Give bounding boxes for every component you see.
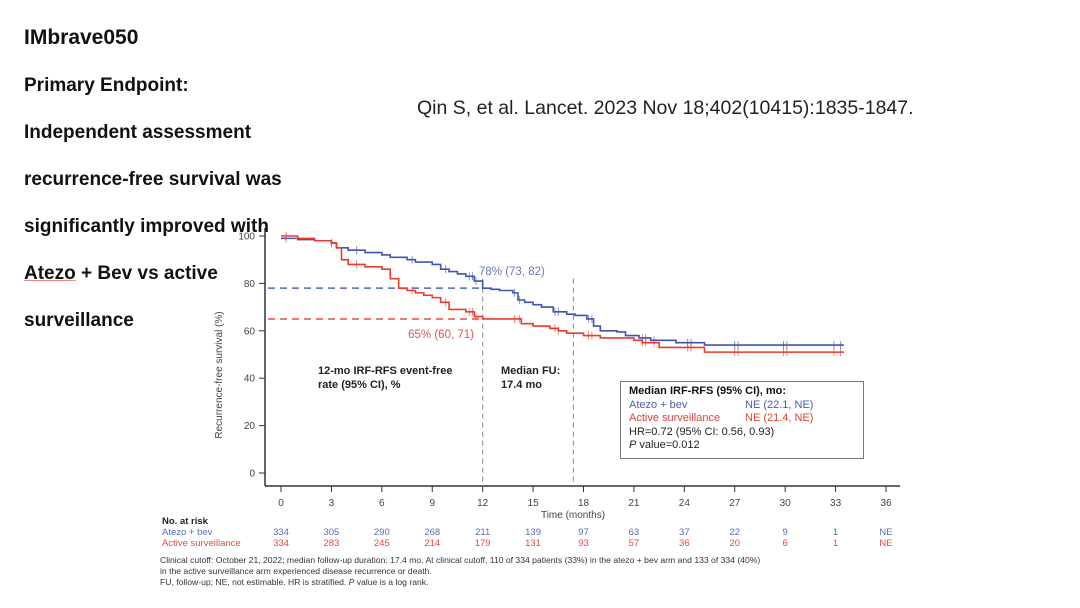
x-tick-label: 21: [628, 498, 640, 509]
x-axis-label: Time (months): [541, 510, 605, 521]
surveillance-curve: [281, 235, 844, 353]
event-free-label: 12-mo IRF-RFS event-free: [318, 365, 452, 377]
at-risk-value: 97: [578, 527, 589, 538]
event-free-label: rate (95% CI), %: [318, 379, 401, 391]
y-tick-label: 20: [244, 421, 256, 432]
footnote-line: Clinical cutoff: October 21, 2022; media…: [160, 555, 761, 565]
legend-row-atezo: Atezo + bev NE (22.1, NE): [629, 399, 863, 413]
x-tick-label: 9: [429, 498, 435, 509]
at-risk-value: 22: [729, 527, 740, 538]
survival-curves: [281, 232, 844, 357]
at-risk-value: 211: [475, 527, 490, 538]
at-risk-row-label: Active surveillance: [162, 538, 241, 549]
y-axis-label: Recurrence-free survival (%): [214, 311, 225, 438]
p-value-text: value=0.012: [636, 439, 700, 451]
at-risk-value: NE: [879, 527, 892, 538]
x-tick-label: 30: [780, 498, 792, 509]
median-rfs-legend: Median IRF-RFS (95% CI), mo: Atezo + bev…: [620, 381, 864, 459]
x-tick-label: 6: [379, 498, 385, 509]
at-risk-value: 57: [629, 538, 640, 549]
legend-value: NE (22.1, NE): [745, 398, 814, 411]
at-risk-row-label: Atezo + bev: [162, 527, 213, 538]
at-risk-value: 63: [629, 527, 640, 538]
at-risk-value: 36: [679, 538, 690, 549]
x-tick-label: 12: [477, 498, 489, 509]
at-risk-value: 334: [273, 527, 289, 538]
x-tick-label: 18: [578, 498, 590, 509]
slide-title: IMbrave050: [24, 26, 139, 49]
subtitle-line: Primary Endpoint:: [24, 74, 189, 96]
median-fu-value: 17.4 mo: [501, 379, 542, 391]
y-tick-label: 40: [244, 374, 256, 385]
legend-label: Atezo + bev: [629, 398, 688, 411]
spellcheck-underlined-word: Atezo: [24, 262, 76, 284]
footnote-text: FU, follow-up; NE, not estimable. HR is …: [160, 577, 349, 587]
surveillance-12mo-rate: 65% (60, 71): [408, 329, 474, 341]
at-risk-header: No. at risk: [162, 516, 209, 527]
at-risk-value: 93: [578, 538, 589, 549]
at-risk-value: 290: [374, 527, 390, 538]
x-tick-label: 24: [679, 498, 691, 509]
at-risk-value: 268: [424, 527, 440, 538]
subtitle-line: Atezo + Bev vs active: [24, 262, 364, 286]
x-tick-label: 36: [880, 498, 892, 509]
legend-row-surveillance: Active surveillance NE (21.4, NE): [629, 412, 863, 426]
subtitle-line-rest: + Bev vs active: [75, 262, 218, 284]
at-risk-value: 1: [833, 527, 838, 538]
atezo-curve: [281, 237, 844, 346]
at-risk-value: 131: [525, 538, 541, 549]
hazard-ratio: HR=0.72 (95% CI: 0.56, 0.93): [629, 425, 775, 438]
legend-label: Active surveillance: [629, 412, 721, 424]
at-risk-value: 20: [729, 538, 740, 549]
subtitle-line: significantly improved with: [24, 215, 269, 237]
footnote: Clinical cutoff: October 21, 2022; media…: [160, 555, 880, 588]
at-risk-value: 283: [323, 538, 339, 549]
x-tick-label: 33: [830, 498, 842, 509]
chart-annotations: Recurrence-free survival (%) Time (month…: [214, 266, 605, 521]
footnote-line: in the active surveillance arm experienc…: [160, 566, 432, 576]
at-risk-value: 37: [679, 527, 690, 538]
x-tick-label: 15: [528, 498, 540, 509]
p-value: P value=0.012: [629, 439, 863, 453]
legend-value: NE (21.4, NE): [745, 412, 814, 424]
legend-header: Median IRF-RFS (95% CI), mo:: [629, 385, 787, 397]
at-risk-value: 214: [424, 538, 440, 549]
footnote-line: FU, follow-up; NE, not estimable. HR is …: [160, 577, 880, 588]
subtitle-line: Independent assessment: [24, 121, 252, 143]
footnote-text: value is a log rank.: [354, 577, 429, 587]
number-at-risk-table: No. at risk Atezo + bev Active surveilla…: [162, 516, 893, 549]
x-tick-label: 3: [329, 498, 335, 509]
at-risk-value: 6: [783, 538, 788, 549]
y-tick-label: 60: [244, 326, 256, 337]
median-fu-label: Median FU:: [501, 365, 560, 377]
x-tick-label: 27: [729, 498, 741, 509]
subtitle-line: surveillance: [24, 309, 134, 331]
p-italic: P: [629, 439, 637, 451]
at-risk-value: 1: [833, 538, 838, 549]
at-risk-value: 139: [525, 527, 541, 538]
at-risk-value: NE: [879, 538, 892, 549]
x-tick-label: 0: [278, 498, 284, 509]
y-tick-label: 100: [238, 232, 255, 243]
slide-title-block: IMbrave050 Primary Endpoint: Independent…: [24, 26, 364, 356]
subtitle-line: recurrence-free survival was: [24, 168, 282, 190]
at-risk-value: 305: [323, 527, 339, 538]
citation: Qin S, et al. Lancet. 2023 Nov 18;402(10…: [417, 97, 914, 119]
at-risk-value: 179: [475, 538, 491, 549]
at-risk-value: 334: [273, 538, 289, 549]
at-risk-value: 245: [374, 538, 390, 549]
slide-subtitle: Primary Endpoint: Independent assessment…: [24, 50, 364, 356]
reference-lines: [268, 278, 575, 486]
atezo-12mo-rate: 78% (73, 82): [479, 266, 545, 278]
y-tick-label: 80: [244, 279, 256, 290]
at-risk-value: 9: [783, 527, 788, 538]
footnote-italic: P: [348, 577, 355, 587]
y-tick-label: 0: [249, 469, 255, 480]
